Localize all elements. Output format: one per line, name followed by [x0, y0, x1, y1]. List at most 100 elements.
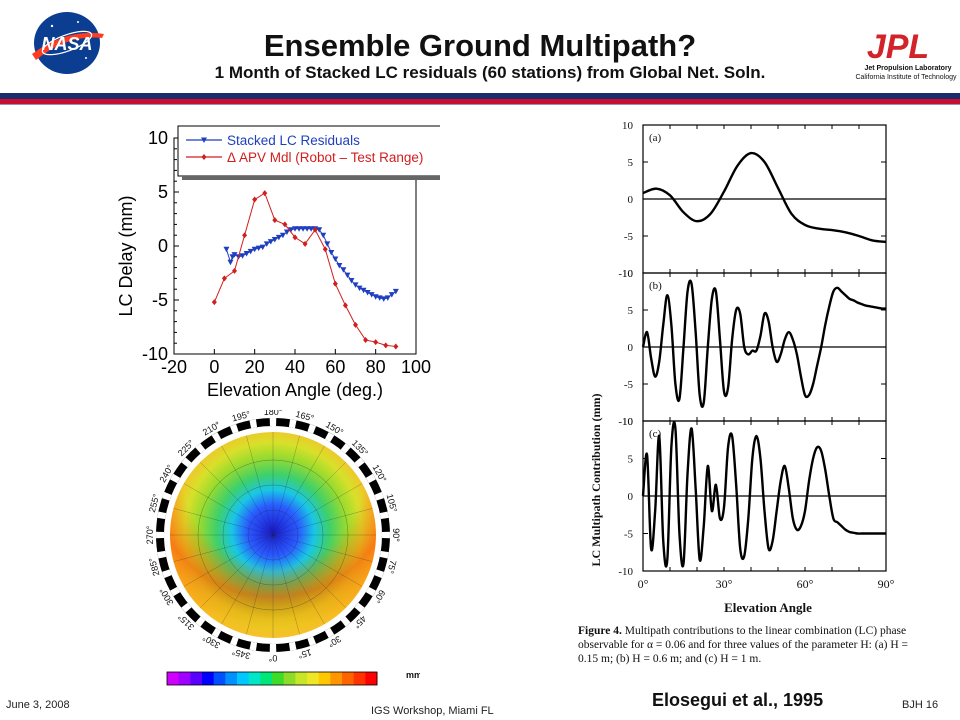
- stacked-lc-point: [271, 237, 278, 243]
- polar-grid-spoke: [221, 534, 274, 625]
- stacked-lc-point: [283, 229, 290, 235]
- apv-model-point: [292, 234, 298, 241]
- polar-grid-spoke: [272, 462, 346, 536]
- fig4-y-tick-label: -10: [618, 268, 633, 280]
- azimuth-label: 105°: [385, 493, 400, 514]
- header-rule-navy: [0, 93, 960, 99]
- fig4-x-tick-label: 90°: [878, 577, 895, 591]
- stacked-lc-point: [308, 226, 315, 232]
- polar-grid-spoke: [272, 508, 373, 536]
- polar-ring-tick: [288, 419, 297, 429]
- y-tick-label: -10: [142, 344, 168, 364]
- polar-ring-tick: [381, 531, 390, 539]
- polar-grid: [170, 432, 376, 638]
- y-tick-label: 5: [158, 182, 168, 202]
- polar-ring-tick: [324, 432, 335, 443]
- stacked-lc-point: [344, 272, 351, 279]
- stacked-lc-point: [275, 234, 282, 241]
- polar-ring-marks: [156, 418, 390, 652]
- stacked-lc-point: [380, 296, 387, 302]
- colorbar-cell: [190, 672, 203, 685]
- legend-swatch-diamond: [201, 154, 207, 160]
- x-tick-label: 60: [325, 357, 345, 377]
- fig4-x-tick-label: 30°: [716, 577, 733, 591]
- polar-ring-tick: [211, 627, 222, 638]
- lc-chart-legend: Stacked LC Residuals Δ APV Mdl (Robot – T…: [177, 125, 440, 180]
- apv-model-point: [363, 336, 369, 343]
- apv-model-point: [393, 343, 399, 350]
- y-tick-label: 10: [148, 128, 168, 148]
- y-tick-label: 0: [158, 236, 168, 256]
- stacked-lc-point: [239, 253, 246, 259]
- series-line-apv-model: [213, 192, 396, 347]
- stacked-lc-point: [287, 227, 294, 233]
- polar-ring-tick: [365, 473, 376, 484]
- polar-ring-tick: [229, 423, 239, 434]
- fig4-y-tick-label: 5: [628, 305, 634, 317]
- colorbar-cell: [283, 672, 296, 685]
- stacked-lc-point: [316, 227, 323, 233]
- polar-ring-tick: [170, 473, 181, 484]
- fig4-caption-label: Figure 4.: [578, 625, 622, 637]
- colorbar-cell: [307, 672, 320, 685]
- stacked-lc-point: [255, 245, 262, 252]
- figure-credit: Elosegui et al., 1995: [652, 690, 824, 710]
- legend-swatch-triangle: [201, 137, 207, 143]
- apv-model-point: [252, 196, 258, 203]
- apv-model-point: [312, 226, 318, 233]
- stacked-lc-point: [360, 287, 367, 294]
- polar-ring-tick: [288, 641, 297, 651]
- slide-title: Ensemble Ground Multipath?: [263, 28, 697, 63]
- polar-grid-spoke: [272, 534, 346, 608]
- colorbar-cell: [248, 672, 261, 685]
- lc-delay-chart: -20 0 20 40 60 80 100 10 5 0 -5 -10 Elevation Angle …: [116, 125, 440, 400]
- polar-ring-tick: [211, 432, 222, 443]
- jpl-logo: JPL Jet Propulsion Laboratory California…: [848, 26, 958, 82]
- polar-grid-spoke: [246, 534, 274, 635]
- apv-model-point: [302, 240, 308, 247]
- colorbar-cell: [330, 672, 343, 685]
- fig4-y-tick-label: -5: [624, 231, 634, 243]
- polar-ring-tick: [307, 423, 317, 434]
- azimuth-label: 75°: [385, 559, 398, 575]
- apv-model-point: [342, 302, 348, 309]
- fig4-curve-a: [642, 151, 887, 244]
- fig4-y-tick-label: 0: [628, 342, 634, 354]
- stacked-lc-point: [251, 246, 258, 253]
- polar-grid-spoke: [272, 435, 300, 536]
- footer-date: June 3, 2008: [6, 699, 70, 711]
- polar-ring-tick: [157, 550, 167, 559]
- apv-model-point: [353, 321, 358, 328]
- stacked-lc-point: [243, 251, 250, 257]
- polar-ring-tick: [157, 511, 167, 520]
- polar-ring-tick: [354, 602, 365, 613]
- azimuth-label: 285°: [147, 556, 162, 577]
- apv-model-point: [232, 267, 237, 274]
- y-tick-label: -5: [152, 290, 168, 310]
- legend-shadow-bottom: [182, 176, 440, 180]
- fig4-panel-label: (b): [649, 280, 662, 292]
- nasa-logo-chevron: [32, 32, 104, 60]
- apv-model-point: [282, 221, 288, 228]
- polar-ring-tick: [195, 616, 206, 627]
- stacked-lc-point: [300, 226, 307, 232]
- azimuth-label: 180°: [264, 410, 283, 417]
- apv-model-point: [383, 342, 389, 349]
- legend-label: Stacked LC Residuals: [227, 133, 360, 148]
- nasa-logo: NASA: [28, 8, 106, 78]
- colorbar-frame: [166, 671, 378, 686]
- apv-model-point: [221, 275, 227, 282]
- stacked-lc-point: [247, 248, 254, 255]
- fig4-y-tick-label: 10: [622, 268, 634, 280]
- stacked-lc-point: [227, 259, 234, 266]
- stacked-lc-point: [328, 249, 335, 256]
- colorbar-cell: [237, 672, 250, 685]
- apv-model-point: [272, 217, 278, 224]
- azimuth-label: 255°: [147, 492, 162, 513]
- stacked-lc-point: [384, 295, 391, 301]
- fig4-y-tick-label: 10: [622, 120, 634, 132]
- series-line-stacked-lc: [225, 228, 397, 300]
- jpl-logo-line1: Jet Propulsion Laboratory: [864, 65, 951, 72]
- footer-venue: IGS Workshop, Miami FL: [371, 705, 494, 717]
- apv-model-point: [242, 232, 248, 239]
